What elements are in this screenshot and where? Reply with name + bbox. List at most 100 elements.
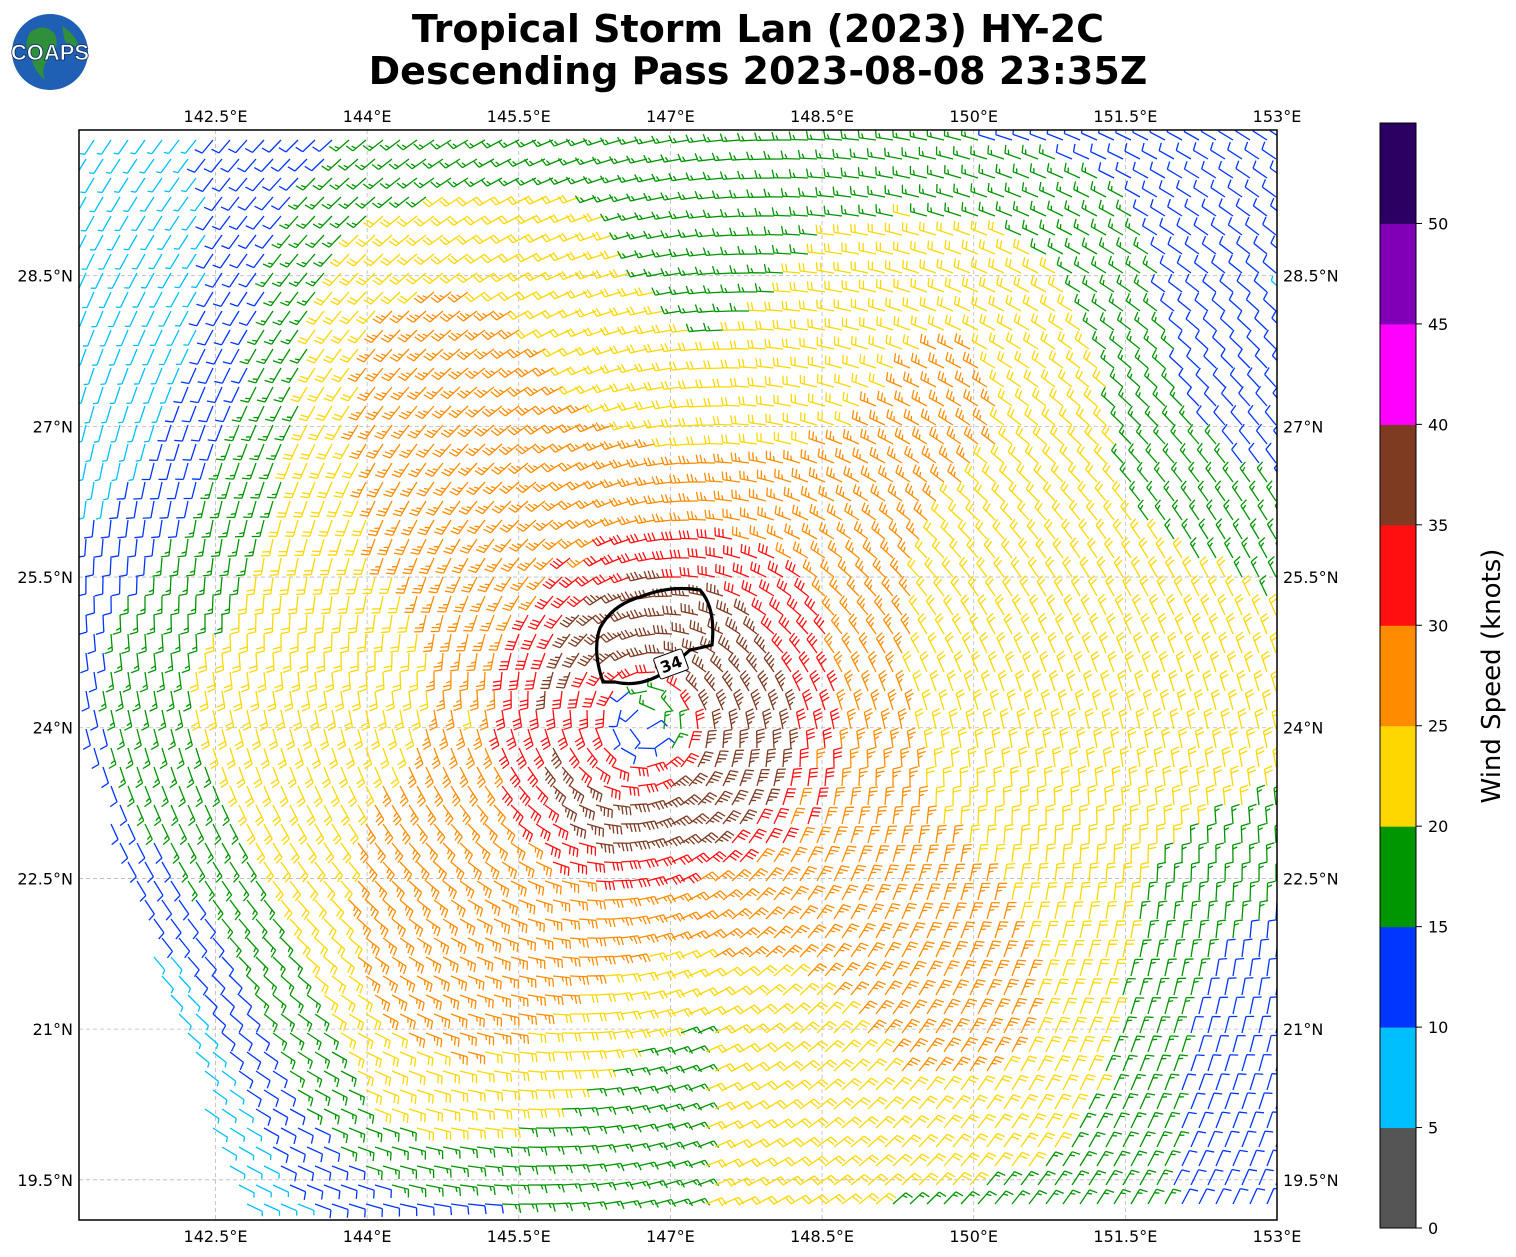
wind-barb (340, 842, 352, 864)
wind-barb (1280, 690, 1288, 710)
wind-barb (1136, 461, 1149, 483)
wind-barb (250, 690, 260, 712)
wind-barb (841, 806, 855, 825)
wind-barb (790, 1156, 812, 1167)
wind-barb (926, 1153, 947, 1167)
wind-barb (362, 139, 384, 152)
wind-barb (1046, 130, 1064, 141)
wind-barb (1010, 556, 1022, 578)
wind-barb (1177, 330, 1192, 350)
wind-barb (1073, 650, 1083, 673)
wind-barb (277, 538, 291, 557)
wind-barb (92, 348, 104, 366)
wind-barb (1284, 997, 1295, 1014)
wind-barb (336, 557, 350, 576)
wind-barb (1130, 1073, 1146, 1091)
wind-barb (246, 1013, 261, 1033)
wind-barb (833, 1058, 854, 1072)
wind-barb (858, 1038, 879, 1053)
wind-barb (357, 1032, 374, 1050)
wind-barb (1083, 387, 1098, 407)
wind-barb (201, 519, 214, 538)
wind-barb (399, 1051, 417, 1067)
wind-barb (1203, 708, 1213, 730)
wind-barb (118, 443, 129, 462)
wind-barb (900, 613, 911, 635)
wind-barb (685, 398, 707, 408)
wind-barb (971, 332, 988, 350)
wind-barb (866, 148, 886, 160)
wind-barb (391, 1070, 409, 1086)
wind-barb (634, 325, 656, 335)
wind-barb (425, 956, 442, 974)
wind-barb (524, 386, 546, 397)
wind-barb (205, 633, 215, 654)
wind-barb (340, 804, 350, 826)
wind-barb (1149, 161, 1166, 179)
wind-barb (953, 295, 971, 312)
wind-barb (823, 243, 843, 255)
wind-barb (1113, 556, 1124, 578)
wind-barb (106, 234, 121, 251)
wind-barb (229, 576, 240, 596)
wind-barb (549, 519, 571, 531)
wind-barb (1175, 179, 1192, 198)
wind-barb (943, 998, 961, 1015)
wind-barb (1082, 274, 1098, 293)
wind-barb (314, 861, 326, 883)
wind-barb (875, 845, 890, 863)
wind-barb (493, 766, 504, 788)
wind-barb (824, 1117, 846, 1129)
lon-tick-label-top: 153°E (1253, 107, 1302, 126)
wind-barb (860, 669, 871, 692)
wind-barb (582, 327, 605, 337)
wind-barb (851, 335, 869, 350)
wind-barb (262, 177, 282, 192)
wind-barb (215, 405, 231, 423)
wind-barb (101, 557, 112, 578)
wind-barb (1158, 650, 1168, 673)
wind-barb (1093, 727, 1103, 749)
wind-barb (933, 746, 943, 768)
wind-barb (612, 1105, 634, 1115)
wind-barb (212, 1051, 227, 1068)
wind-barb (484, 823, 498, 844)
wind-barb (792, 669, 803, 692)
wind-barb (1185, 311, 1200, 331)
wind-barb (977, 1152, 997, 1167)
wind-barb (1184, 198, 1200, 217)
wind-barb (265, 652, 275, 674)
wind-barb (1013, 275, 1030, 293)
wind-barb (731, 985, 753, 996)
wind-barb (980, 388, 996, 407)
wind-barb (238, 272, 257, 288)
wind-barb (938, 445, 954, 464)
wind-barb (1270, 275, 1277, 287)
wind-barb (712, 416, 733, 426)
wind-barb (1157, 612, 1167, 635)
wind-barb (919, 296, 937, 312)
wind-barb (1184, 631, 1194, 654)
wind-barb (195, 823, 205, 846)
wind-barb (1232, 880, 1243, 901)
wind-barb (147, 177, 163, 193)
wind-barb (518, 937, 536, 952)
wind-barb (750, 688, 762, 711)
wind-barb (663, 989, 686, 999)
wind-barb (456, 234, 478, 245)
wind-barb (389, 272, 410, 285)
wind-barb (866, 747, 876, 768)
wind-barb (1003, 862, 1016, 882)
wind-barb (456, 310, 478, 322)
wind-barb (1003, 1171, 1023, 1186)
wind-barb (306, 1070, 323, 1088)
wind-barb (901, 941, 919, 958)
wind-barb (83, 519, 95, 539)
wind-barb (356, 386, 376, 402)
wind-barb (1198, 919, 1210, 939)
wind-barb (987, 650, 998, 673)
wind-barb (937, 407, 954, 426)
wind-barb (82, 329, 95, 347)
wind-barb (599, 402, 622, 412)
wind-barb (1037, 978, 1053, 996)
